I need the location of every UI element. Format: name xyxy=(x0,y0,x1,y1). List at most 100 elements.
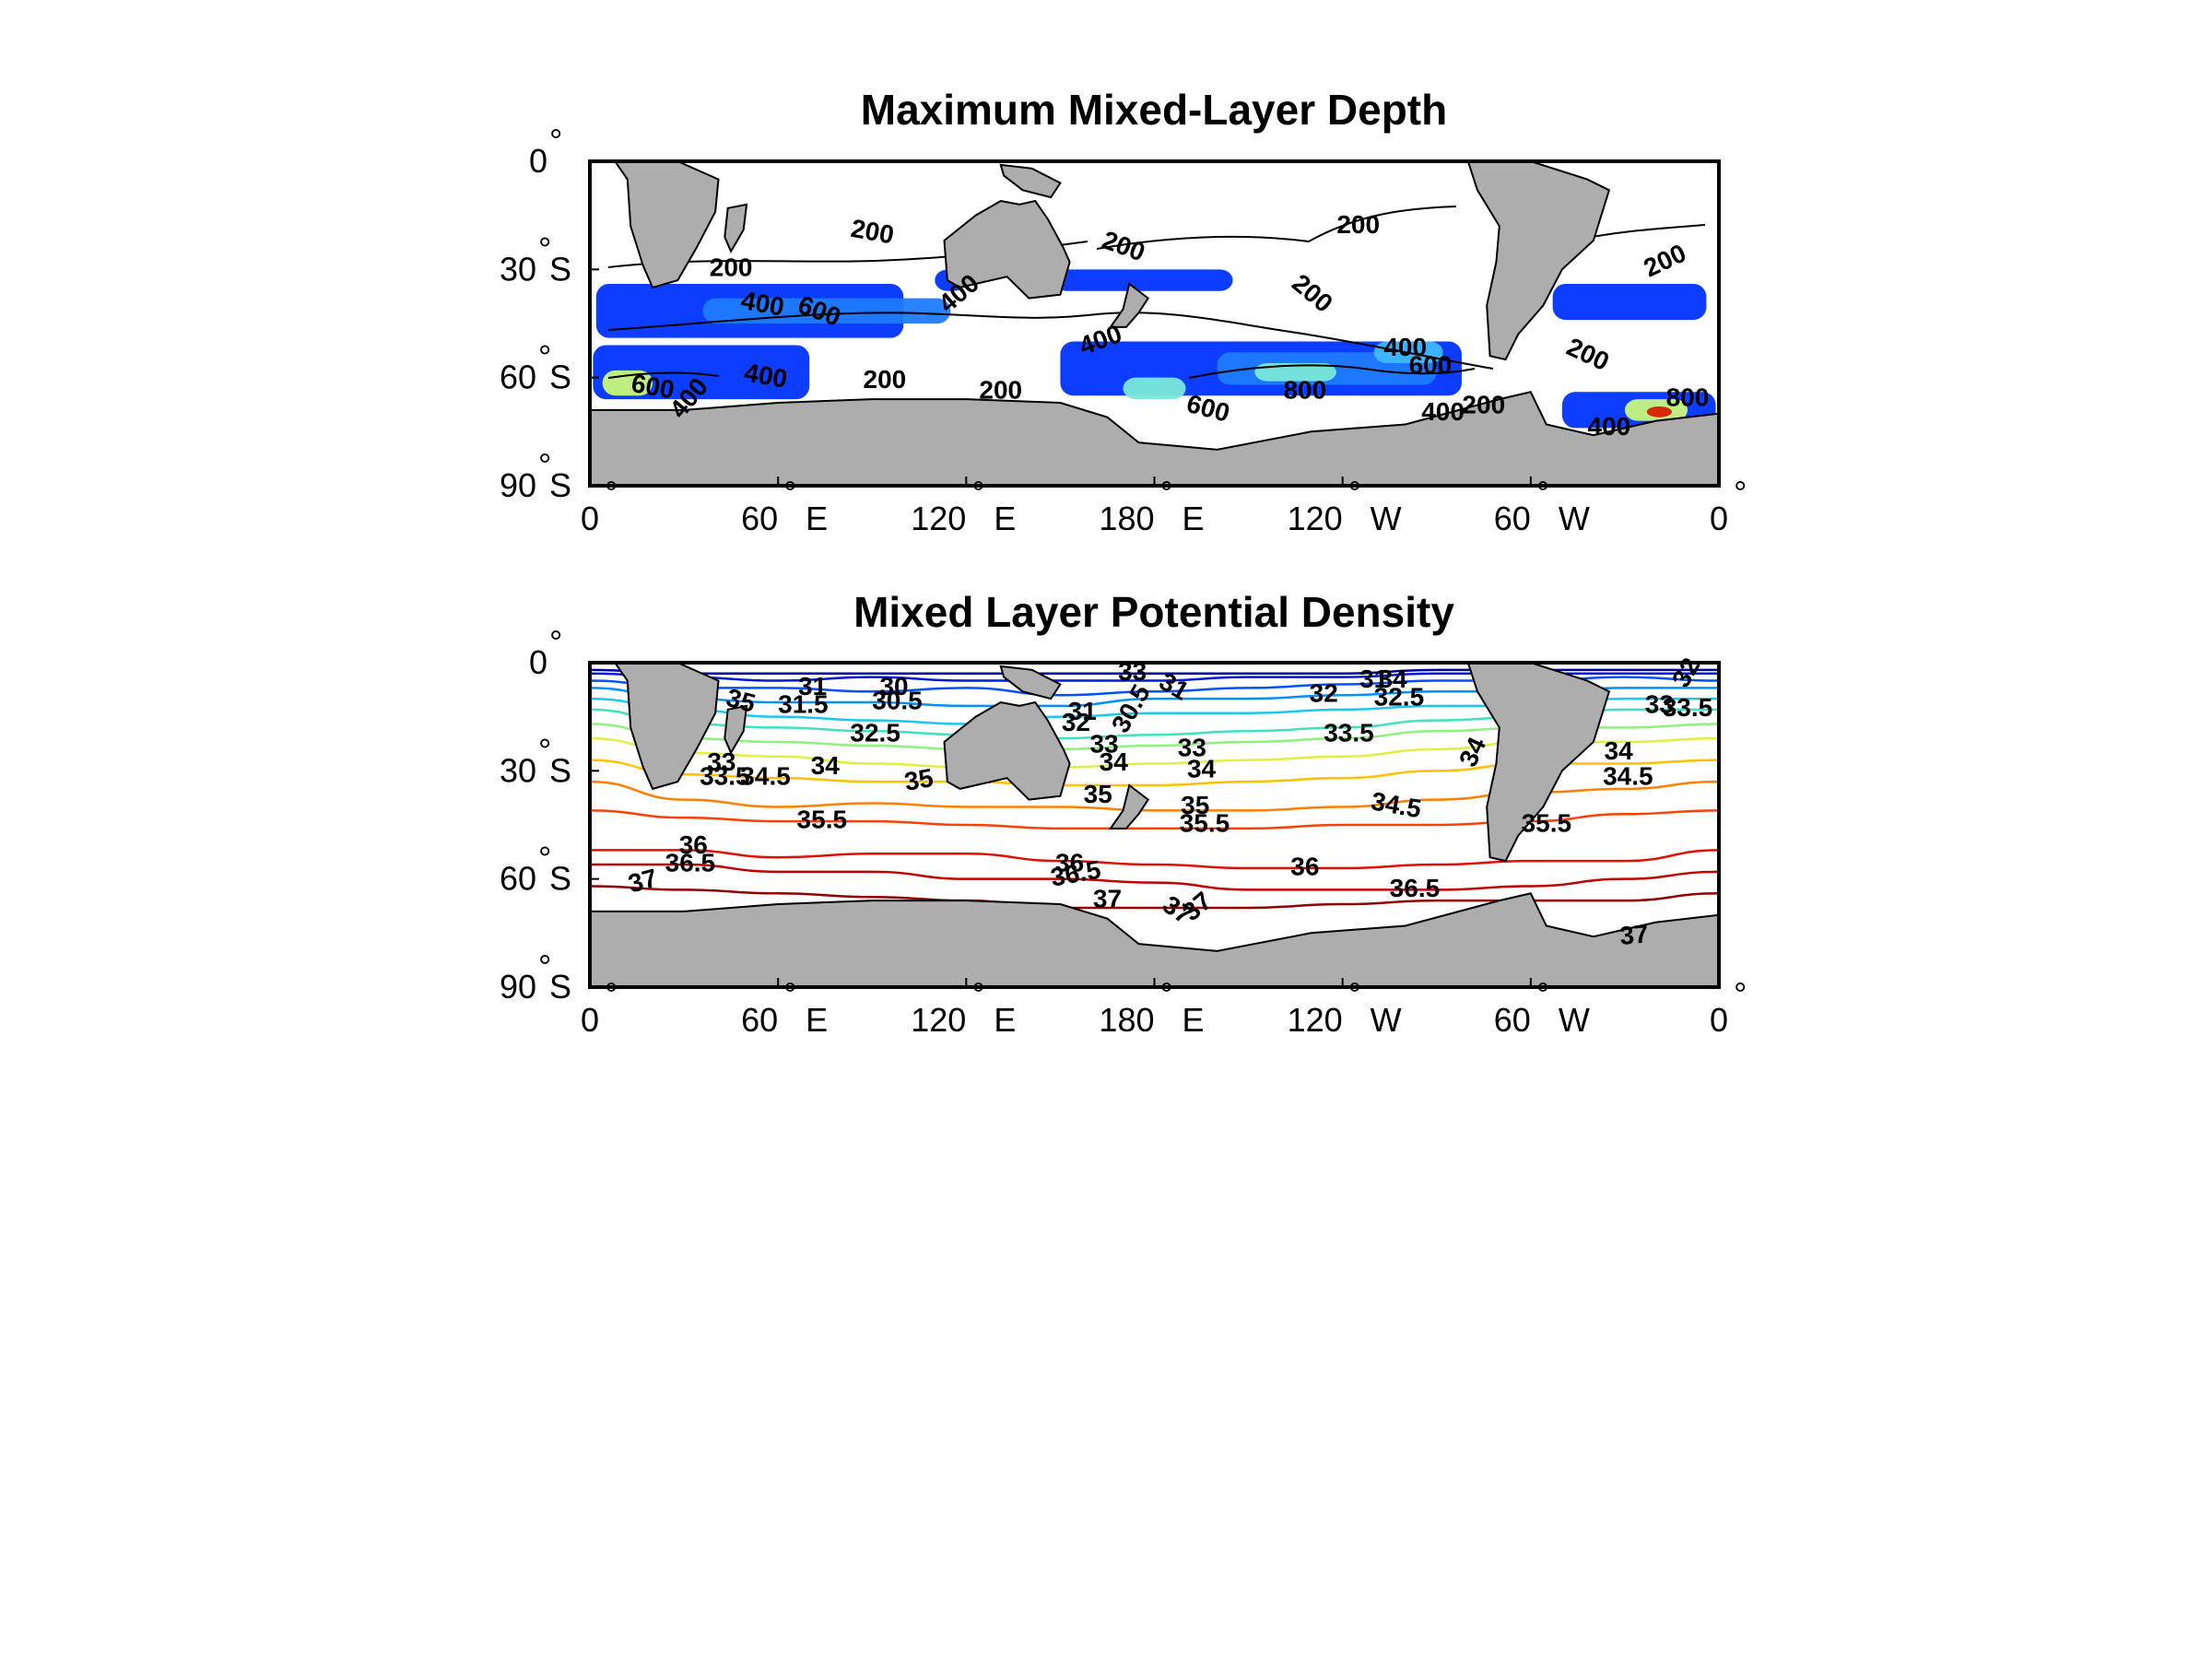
y-tick-label: 30 xyxy=(500,751,536,789)
contour-label: 37 xyxy=(1618,919,1650,950)
potential-density-y-ticks: 0°30°S60°S90°S xyxy=(500,623,599,1006)
x-tick-hemisphere: E xyxy=(994,500,1016,537)
y-tick-hemisphere: S xyxy=(549,466,571,504)
x-tick-hemisphere: E xyxy=(806,500,828,537)
contour-label: 800 xyxy=(1283,376,1326,405)
y-tick-label: 30 xyxy=(500,250,536,288)
mixed-layer-depth-x-ticks: 0°60°E 120°E 180°E 120°W 60°W 0° xyxy=(581,474,1747,537)
x-tick-degree: ° xyxy=(783,975,796,1013)
x-tick-degree: ° xyxy=(605,975,618,1013)
y-tick-hemisphere: S xyxy=(549,359,571,396)
contour-label: 36.5 xyxy=(1390,874,1441,902)
new-zealand-land xyxy=(1108,282,1150,328)
potential-density-panel: Mixed Layer Potential Density 0°60°E 120°… xyxy=(500,588,1747,1039)
contour-label: 35 xyxy=(1084,780,1112,808)
contour-label: 200 xyxy=(1462,390,1505,418)
x-tick-degree: ° xyxy=(1536,975,1549,1013)
contour-label: 31 xyxy=(1359,665,1388,693)
depth-field-cell xyxy=(1646,406,1672,418)
x-tick-degree: ° xyxy=(971,975,984,1013)
south-america-land xyxy=(1466,161,1611,361)
x-tick-hemisphere: E xyxy=(1182,1001,1205,1039)
contour-label: 400 xyxy=(1588,412,1631,441)
contour-label: 33 xyxy=(1089,729,1118,758)
contour-line-200-pacific xyxy=(1096,206,1457,250)
y-tick-label: 0 xyxy=(529,643,547,681)
new-guinea-land xyxy=(999,665,1062,700)
contour-label: 200 xyxy=(710,253,753,282)
mixed-layer-depth-title: Maximum Mixed-Layer Depth xyxy=(861,86,1447,134)
contour-label: 32.5 xyxy=(850,719,900,747)
south-america-land xyxy=(1466,663,1611,863)
x-tick-hemisphere: W xyxy=(1371,500,1402,537)
new-zealand-land xyxy=(1108,783,1150,830)
contour-label: 31.5 xyxy=(778,689,829,718)
y-tick-degree: ° xyxy=(538,338,551,376)
potential-density-title: Mixed Layer Potential Density xyxy=(853,588,1454,636)
contour-line-400 xyxy=(607,312,1494,370)
x-tick-label: 0 xyxy=(1710,1001,1728,1039)
contour-label: 800 xyxy=(1666,383,1710,412)
madagascar-land xyxy=(724,203,748,254)
x-tick-hemisphere: W xyxy=(1559,500,1590,537)
contour-label: 34 xyxy=(1100,747,1129,776)
y-tick-label: 90 xyxy=(500,968,536,1006)
contour-label: 32.5 xyxy=(1374,683,1425,712)
contour-label: 31 xyxy=(1068,697,1097,725)
y-tick-degree: ° xyxy=(549,122,562,159)
x-tick-label: 0 xyxy=(581,500,599,537)
contour-label: 33 xyxy=(707,747,735,776)
land-masses xyxy=(590,663,1719,987)
x-tick-label: 180 xyxy=(1099,500,1154,537)
x-tick-label: 60 xyxy=(741,1001,778,1039)
x-tick-label: 120 xyxy=(1288,500,1343,537)
x-tick-degree: ° xyxy=(1160,975,1173,1013)
contour-label: 35.5 xyxy=(797,805,848,833)
land-masses xyxy=(590,161,1719,486)
y-tick-hemisphere: S xyxy=(549,860,571,898)
contour-label: 34 xyxy=(1379,665,1408,693)
contour-label: 200 xyxy=(864,365,907,394)
contour-label: 31 xyxy=(798,672,827,700)
contour-label: 34 xyxy=(1605,736,1634,765)
contour-label: 33.5 xyxy=(700,762,750,791)
depth-field-cell xyxy=(1053,269,1233,291)
contour-label: 30.5 xyxy=(872,686,923,714)
x-tick-label: 60 xyxy=(1494,1001,1531,1039)
x-tick-hemisphere: W xyxy=(1559,1001,1590,1039)
x-tick-label: 120 xyxy=(911,500,966,537)
antarctica-land xyxy=(590,391,1719,486)
contour-label: 36 xyxy=(1290,852,1319,880)
y-tick-hemisphere: S xyxy=(549,968,571,1006)
contour-label: 200 xyxy=(979,376,1022,405)
x-tick-degree: ° xyxy=(1348,975,1361,1013)
contour-label: 35 xyxy=(902,763,935,796)
x-tick-label: 120 xyxy=(911,1001,966,1039)
contour-label: 34.5 xyxy=(740,762,791,791)
contour-label: 35.5 xyxy=(1522,808,1572,837)
contour-label: 36 xyxy=(679,830,708,859)
contour-label: 36 xyxy=(1055,848,1084,877)
potential-density-x-ticks: 0°60°E 120°E 180°E 120°W 60°W 0° xyxy=(581,975,1747,1039)
contour-label: 32 xyxy=(1062,708,1090,736)
y-tick-degree: ° xyxy=(549,623,562,661)
x-tick-hemisphere: E xyxy=(994,1001,1016,1039)
x-tick-degree: ° xyxy=(1734,474,1747,512)
density-contour-36 xyxy=(590,849,1719,870)
x-tick-degree: ° xyxy=(971,474,984,512)
contour-label: 600 xyxy=(1409,350,1453,379)
y-tick-degree: ° xyxy=(538,731,551,769)
y-tick-label: 60 xyxy=(500,860,536,898)
contour-label: 35.5 xyxy=(1180,808,1230,837)
contour-label: 33.5 xyxy=(1324,719,1374,747)
antarctica-land xyxy=(590,892,1719,987)
africa-land xyxy=(613,663,720,791)
madagascar-land xyxy=(724,704,748,756)
contour-label: 32 xyxy=(1310,679,1338,708)
contour-label: 33.5 xyxy=(1663,693,1713,722)
y-tick-hemisphere: S xyxy=(549,250,571,288)
x-tick-degree: ° xyxy=(1536,474,1549,512)
y-tick-degree: ° xyxy=(538,947,551,985)
y-tick-degree: ° xyxy=(538,229,551,267)
